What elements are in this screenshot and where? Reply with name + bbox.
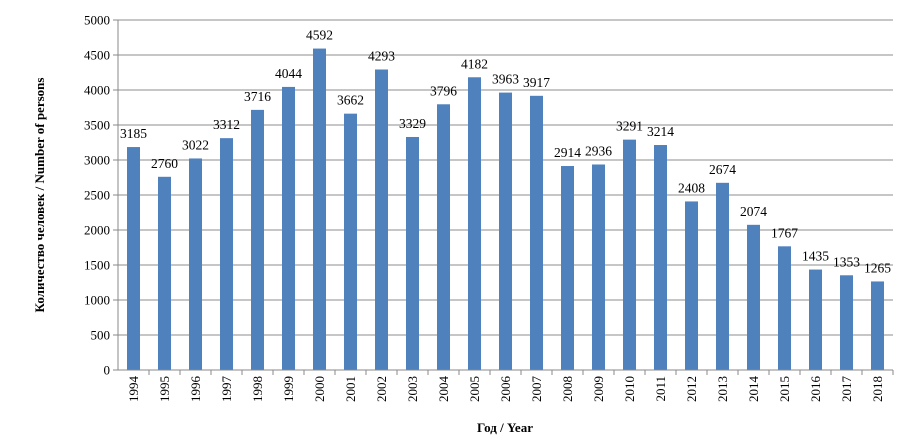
data-label-1997: 3312 <box>213 117 240 132</box>
x-tick-label: 2004 <box>436 376 451 403</box>
bar-2006 <box>499 92 512 370</box>
data-label-2006: 3963 <box>492 72 519 87</box>
data-label-2004: 3796 <box>430 83 457 98</box>
y-tick-label: 3000 <box>84 153 110 168</box>
bar-2009 <box>592 164 605 370</box>
bar-2013 <box>716 182 729 370</box>
y-tick-label: 4500 <box>84 48 110 63</box>
data-label-2005: 4182 <box>461 56 488 71</box>
x-tick-label: 2005 <box>467 376 482 402</box>
bar-2008 <box>561 166 574 370</box>
bar-2014 <box>747 224 760 370</box>
data-label-1998: 3716 <box>244 89 271 104</box>
x-tick-label: 2011 <box>653 376 668 402</box>
data-label-2010: 3291 <box>616 119 643 134</box>
x-tick-label: 2016 <box>808 376 823 403</box>
data-label-2003: 3329 <box>399 116 426 131</box>
bar-2007 <box>530 95 543 370</box>
y-tick-label: 1500 <box>84 258 110 273</box>
y-tick-label: 2000 <box>84 223 110 238</box>
y-tick-label: 0 <box>104 363 111 378</box>
bar-2003 <box>406 136 419 370</box>
x-tick-label: 2010 <box>622 376 637 402</box>
data-label-2015: 1767 <box>771 225 798 240</box>
x-tick-label: 1997 <box>219 376 234 403</box>
bar-1997 <box>220 138 233 370</box>
data-label-2008: 2914 <box>554 145 581 160</box>
data-label-2002: 4293 <box>368 48 395 63</box>
bar-1996 <box>189 158 202 370</box>
bar-2005 <box>468 77 481 370</box>
x-tick-label: 2012 <box>684 376 699 402</box>
data-label-1999: 4044 <box>275 66 302 81</box>
data-label-2009: 2936 <box>585 143 612 158</box>
bar-1998 <box>251 109 264 370</box>
data-label-2001: 3662 <box>337 93 364 108</box>
x-tick-label: 2014 <box>746 376 761 403</box>
bar-2017 <box>840 275 853 370</box>
bar-2002 <box>375 69 388 371</box>
x-tick-label: 2018 <box>870 376 885 402</box>
x-tick-label: 2009 <box>591 376 606 402</box>
bar-2004 <box>437 104 450 370</box>
data-label-2017: 1353 <box>833 254 860 269</box>
x-tick-label: 2000 <box>312 376 327 402</box>
bar-2015 <box>778 246 791 370</box>
data-label-2018: 1265 <box>864 260 891 275</box>
bar-1999 <box>282 86 295 371</box>
y-tick-label: 1000 <box>84 293 110 308</box>
x-tick-label: 1994 <box>126 376 141 403</box>
x-tick-label: 1999 <box>281 376 296 402</box>
data-label-1996: 3022 <box>182 137 209 152</box>
bar-2012 <box>685 201 698 370</box>
x-axis-title: Год / Year <box>477 420 533 435</box>
data-label-2011: 3214 <box>647 124 674 139</box>
x-tick-label: 2002 <box>374 376 389 402</box>
data-label-2000: 4592 <box>306 28 333 43</box>
x-tick-label: 2015 <box>777 376 792 402</box>
x-tick-label: 2013 <box>715 376 730 402</box>
data-label-2013: 2674 <box>709 162 736 177</box>
y-tick-label: 4000 <box>84 83 110 98</box>
data-label-2014: 2074 <box>740 204 767 219</box>
bar-2001 <box>344 113 357 370</box>
data-label-1994: 3185 <box>120 126 147 141</box>
x-tick-label: 2008 <box>560 376 575 402</box>
y-tick-label: 500 <box>91 328 111 343</box>
x-tick-label: 1998 <box>250 376 265 402</box>
bar-1994 <box>127 147 140 370</box>
x-tick-label: 2001 <box>343 376 358 402</box>
bar-1995 <box>158 176 171 370</box>
x-tick-label: 2006 <box>498 376 513 403</box>
bar-2011 <box>654 145 667 370</box>
bar-2000 <box>313 48 326 371</box>
data-label-2016: 1435 <box>802 249 829 264</box>
x-tick-label: 2017 <box>839 376 854 403</box>
y-tick-label: 5000 <box>84 13 110 28</box>
bar-2010 <box>623 139 636 370</box>
y-axis-title: Количество человек / Number of persons <box>32 78 47 313</box>
data-label-2012: 2408 <box>678 180 705 195</box>
y-tick-label: 3500 <box>84 118 110 133</box>
data-label-1995: 2760 <box>151 156 178 171</box>
bar-2018 <box>871 281 884 370</box>
x-tick-label: 2003 <box>405 376 420 402</box>
bar-2016 <box>809 269 822 370</box>
data-label-2007: 3917 <box>523 75 550 90</box>
y-tick-label: 2500 <box>84 188 110 203</box>
x-tick-label: 1995 <box>157 376 172 402</box>
x-tick-label: 1996 <box>188 376 203 403</box>
x-tick-label: 2007 <box>529 376 544 403</box>
